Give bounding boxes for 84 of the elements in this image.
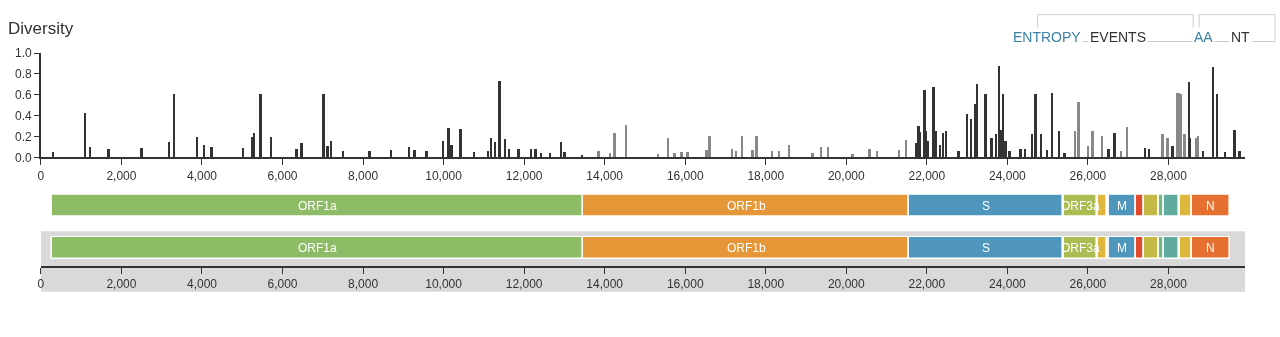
x-tick-label: 6,000 [267,168,298,183]
bar [1125,127,1128,158]
x-tick-label: 20,000 [827,168,865,183]
x-tick-label: 28,000 [1150,168,1188,183]
bar [612,133,616,158]
x-tick-label: 18,000 [747,168,785,183]
text: NT [1231,29,1251,45]
x-tick-label: 16,000 [666,168,704,183]
chart-title: Diversity [8,19,74,38]
bar [875,151,878,158]
bar [734,151,737,158]
x-tick-label: 6,000 [267,276,298,291]
x-tick-label: 24,000 [989,276,1027,291]
y-tick-label: 1.0 [15,46,33,61]
bar [624,125,627,158]
bar [826,147,829,158]
bar [787,145,790,158]
data-label: N [1206,199,1215,213]
bar [596,151,600,158]
x-tick-label: 0 [37,276,45,291]
x-tick-label: 0 [37,168,45,183]
x-tick-label: 24,000 [989,168,1027,183]
bar [1090,131,1094,158]
bar [608,153,611,158]
y-tick-label: 0.0 [15,150,33,165]
bar [770,151,773,158]
x-tick-label: 16,000 [666,276,704,291]
x-tick-label: 26,000 [1069,276,1107,291]
y-tick-label: 0.2 [15,129,33,144]
bar [685,152,689,158]
data-label: ORF1a [298,199,337,213]
x-tick-label: 2,000 [106,168,137,183]
data-label: ORF1b [727,199,766,213]
bar [897,150,900,158]
bar [1119,151,1122,158]
x-tick-label: 14,000 [586,168,624,183]
bar [740,136,743,158]
bar [819,147,822,158]
bar [850,154,854,158]
data-label: S [982,241,991,255]
y-tick-label: 0.4 [15,108,33,123]
x-tick-label: 12,000 [505,276,543,291]
data-label: N [1206,241,1215,255]
bar [1076,102,1080,158]
data-label: ORF1a [298,241,337,255]
y-tick-label: 0.8 [15,67,33,82]
text: EVENTS [1090,29,1147,45]
bar [867,149,871,158]
bar [1100,136,1103,158]
x-tick-label: 22,000 [908,276,946,291]
bar [754,136,758,158]
bar [904,140,907,158]
data-label: M [1117,199,1127,213]
data-label: ORF1b [727,241,766,255]
bar [730,149,733,158]
y-tick-label: 0.6 [15,88,33,102]
bar [810,153,814,158]
x-tick-label: 4,000 [186,168,218,183]
text: AA [1194,29,1214,45]
x-tick-label: 26,000 [1069,168,1107,183]
text: ENTROPY [1013,29,1082,45]
data-label: S [982,199,991,213]
bar [679,152,683,158]
x-tick-label: 10,000 [425,168,463,183]
data-label: M [1117,241,1127,255]
bar [672,153,676,158]
x-tick-label: 2,000 [106,276,137,291]
bar [666,138,669,158]
x-tick-label: 8,000 [348,168,379,183]
bar [656,154,659,158]
bar [1086,146,1089,158]
x-tick-label: 10,000 [425,276,463,291]
x-tick-label: 8,000 [348,276,379,291]
bar [1165,138,1169,158]
x-tick-label: 12,000 [505,168,543,183]
x-tick-label: 4,000 [186,276,218,291]
x-tick-label: 22,000 [908,168,946,183]
x-tick-label: 28,000 [1150,276,1188,291]
x-tick-label: 20,000 [827,276,865,291]
bar [1160,134,1164,158]
bar [707,136,711,158]
x-tick-label: 14,000 [586,276,624,291]
x-tick-label: 18,000 [747,276,785,291]
bar [777,151,780,158]
